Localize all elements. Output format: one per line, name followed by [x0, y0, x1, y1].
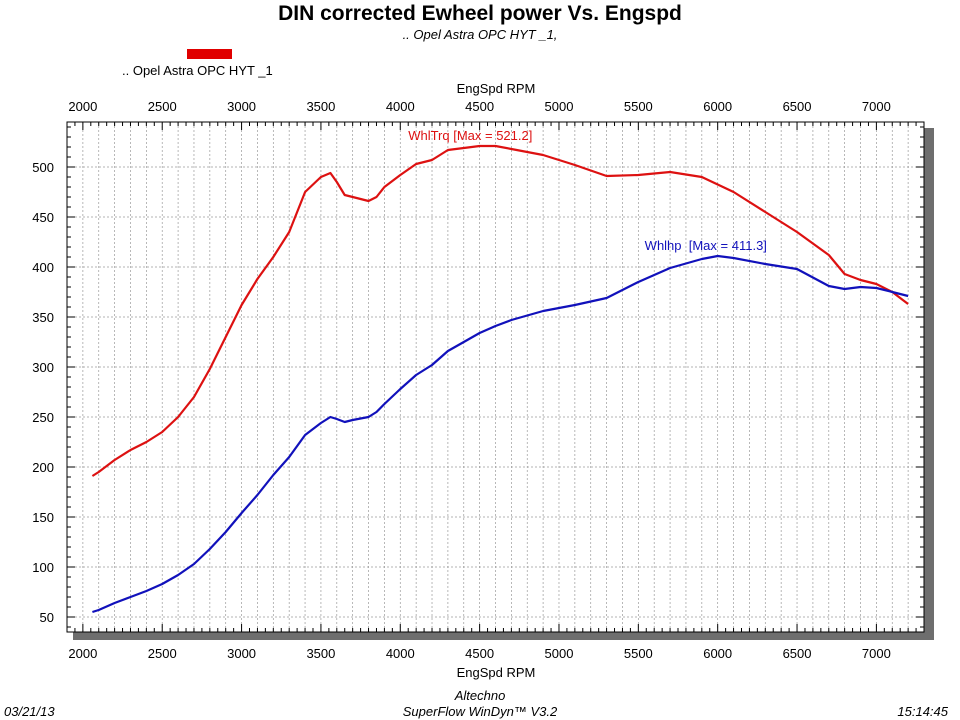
series-line-whltrq: [91, 144, 909, 477]
footer-date: 03/21/13: [4, 704, 55, 719]
chart-subtitle: .. Opel Astra OPC HYT _1,: [402, 27, 558, 42]
x-tick-label-bottom: 4500: [465, 646, 494, 661]
x-axis-title-bottom: EngSpd RPM: [456, 665, 536, 680]
x-axis-title-top: EngSpd RPM: [456, 81, 536, 96]
x-tick-label-top: 2500: [148, 99, 177, 114]
y-tick-label: 400: [32, 260, 54, 275]
x-tick-label-top: 2000: [68, 99, 97, 114]
x-tick-label-bottom: 2000: [68, 646, 97, 661]
footer-company: Altechno: [454, 688, 506, 703]
x-tick-label-top: 3000: [227, 99, 256, 114]
x-tick-label-bottom: 5000: [545, 646, 574, 661]
y-tick-label: 350: [32, 310, 54, 325]
x-tick-label-bottom: 3000: [227, 646, 256, 661]
ticks: 2000 2000 2500 2500 3000 3000 3500 3500 4000 4000…: [32, 99, 924, 661]
x-tick-label-bottom: 3500: [306, 646, 335, 661]
legend-label: .. Opel Astra OPC HYT _1: [122, 63, 273, 78]
x-tick-label-top: 6500: [783, 99, 812, 114]
y-tick-label: 450: [32, 210, 54, 225]
y-tick-label: 250: [32, 410, 54, 425]
chart-title: DIN corrected Ewheel power Vs. Engspd: [278, 2, 682, 25]
y-tick-label: 50: [40, 610, 54, 625]
footer-software: SuperFlow WinDyn™ V3.2: [402, 704, 558, 719]
y-tick-label: 100: [32, 560, 54, 575]
legend-swatch: [187, 49, 232, 59]
y-tick-label: 200: [32, 460, 54, 475]
x-tick-label-bottom: 2500: [148, 646, 177, 661]
footer-time: 15:14:45: [897, 704, 948, 719]
x-tick-label-bottom: 4000: [386, 646, 415, 661]
x-tick-label-top: 4000: [386, 99, 415, 114]
x-tick-label-bottom: 7000: [862, 646, 891, 661]
x-tick-label-top: 5000: [545, 99, 574, 114]
y-tick-label: 500: [32, 160, 54, 175]
x-tick-label-bottom: 5500: [624, 646, 653, 661]
series: WhlTrq [Max = 521.2] Whlhp [Max = 411.3]: [91, 128, 909, 614]
grid: [67, 122, 924, 632]
x-tick-label-top: 3500: [306, 99, 335, 114]
y-tick-label: 150: [32, 510, 54, 525]
x-tick-label-top: 5500: [624, 99, 653, 114]
x-tick-label-top: 4500: [465, 99, 494, 114]
annotation-whlhp: Whlhp [Max = 411.3]: [645, 238, 767, 253]
y-tick-label: 300: [32, 360, 54, 375]
series-line-whlhp: [92, 254, 909, 614]
annotation-whltrq: WhlTrq [Max = 521.2]: [408, 128, 532, 143]
x-tick-label-bottom: 6000: [703, 646, 732, 661]
x-tick-label-top: 7000: [862, 99, 891, 114]
x-tick-label-top: 6000: [703, 99, 732, 114]
x-tick-label-bottom: 6500: [783, 646, 812, 661]
